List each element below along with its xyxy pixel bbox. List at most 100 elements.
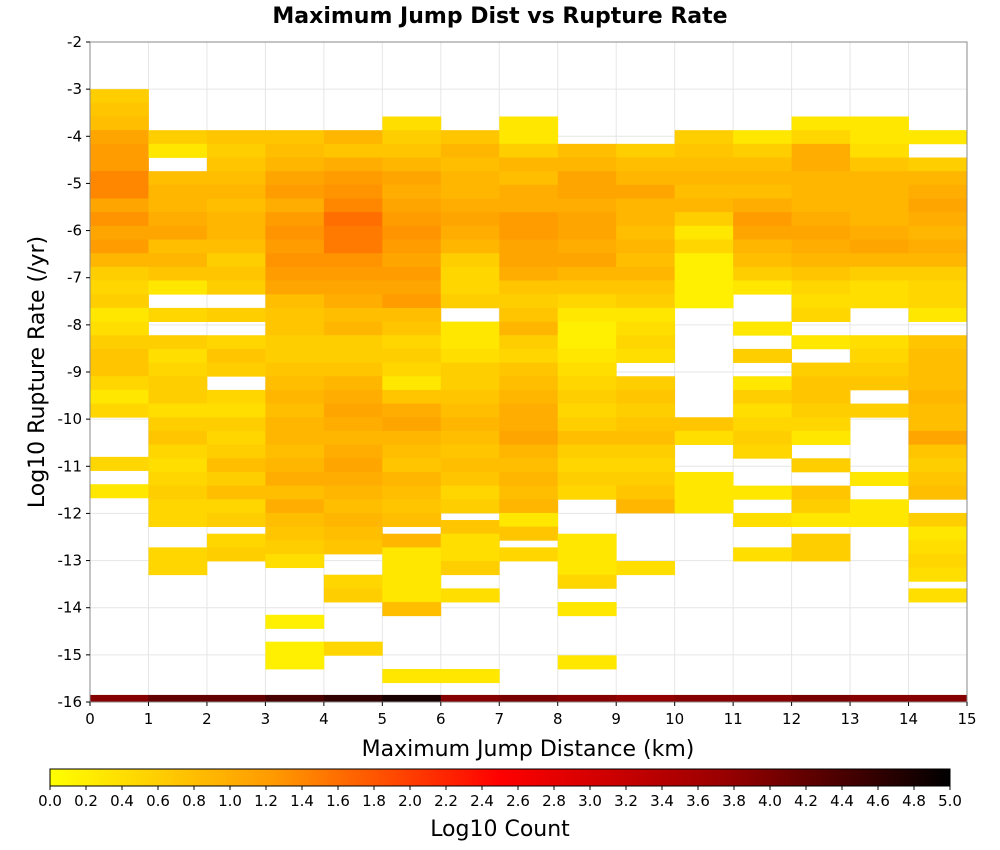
- heatmap-cell: [616, 212, 676, 227]
- bottom-band-cell: [908, 694, 968, 702]
- heatmap-cell: [791, 485, 851, 500]
- heatmap-cell: [557, 561, 617, 576]
- heatmap-cell: [791, 294, 851, 309]
- heatmap-cell: [850, 130, 909, 145]
- heatmap-cell: [206, 307, 266, 322]
- heatmap-cell: [323, 294, 383, 309]
- heatmap-cell: [616, 403, 676, 418]
- heatmap-cell: [908, 348, 968, 363]
- heatmap-cell: [440, 458, 500, 473]
- heatmap-cell: [557, 362, 617, 377]
- heatmap-cell: [850, 471, 909, 487]
- heatmap-cell: [557, 403, 617, 418]
- heatmap-cell: [908, 225, 968, 240]
- heatmap-cell: [382, 294, 442, 309]
- heatmap-cell: [557, 225, 617, 240]
- heatmap-cell: [323, 526, 383, 541]
- colorbar-tick-label: 2.0: [398, 792, 422, 810]
- heatmap-cell: [499, 547, 559, 562]
- heatmap-cell: [850, 403, 909, 418]
- y-axis-label: Log10 Rupture Rate (/yr): [25, 236, 50, 508]
- heatmap-cell: [265, 499, 325, 514]
- colorbar-tick-label: 4.8: [902, 792, 926, 810]
- heatmap-cell: [382, 430, 442, 445]
- heatmap-cell: [850, 266, 909, 281]
- heatmap-cell: [382, 348, 442, 363]
- y-tick-label: -11: [58, 457, 83, 475]
- heatmap-cell: [265, 655, 325, 670]
- heatmap-cell: [616, 143, 676, 158]
- heatmap-cell: [908, 553, 968, 569]
- heatmap-cell: [206, 280, 266, 295]
- heatmap-cell: [440, 335, 500, 350]
- heatmap-cell: [557, 266, 617, 281]
- heatmap-cell: [323, 157, 383, 172]
- heatmap-cell: [791, 212, 851, 227]
- y-tick-label: -15: [58, 646, 83, 664]
- heatmap-cell: [850, 184, 909, 199]
- heatmap-cell: [323, 499, 383, 514]
- heatmap-cell: [499, 253, 559, 268]
- heatmap-cell: [206, 512, 266, 528]
- heatmap-cell: [148, 376, 208, 391]
- x-tick-label: 0: [85, 710, 95, 728]
- heatmap-cell: [440, 143, 500, 158]
- heatmap-cell: [499, 212, 559, 227]
- heatmap-cell: [440, 253, 500, 268]
- heatmap-cell: [440, 547, 500, 562]
- heatmap-cell: [499, 225, 559, 240]
- bottom-band-cell: [265, 694, 325, 702]
- heatmap-cell: [440, 184, 500, 199]
- heatmap-cell: [791, 116, 851, 131]
- heatmap-cell: [265, 348, 325, 363]
- heatmap-cell: [557, 294, 617, 309]
- heatmap-cell: [616, 458, 676, 473]
- heatmap-cell: [90, 253, 149, 268]
- heatmap-cell: [791, 184, 851, 199]
- heatmap-cell: [148, 335, 208, 350]
- heatmap-cell: [206, 143, 266, 158]
- heatmap-cell: [616, 294, 676, 309]
- heatmap-cell: [90, 130, 149, 145]
- heatmap-cell: [382, 417, 442, 432]
- heatmap-cell: [382, 212, 442, 227]
- heatmap-cell: [382, 362, 442, 377]
- x-tick-label: 14: [899, 710, 918, 728]
- heatmap-cell: [733, 485, 792, 500]
- heatmap-cell: [674, 294, 734, 309]
- heatmap-cell: [733, 321, 792, 336]
- heatmap-cell: [206, 266, 266, 281]
- heatmap-cell: [499, 294, 559, 309]
- heatmap-cell: [791, 403, 851, 418]
- heatmap-cell: [90, 403, 149, 418]
- heatmap-cell: [850, 171, 909, 186]
- heatmap-cell: [206, 485, 266, 500]
- heatmap-cell: [733, 512, 792, 528]
- y-tick-label: -4: [67, 127, 82, 145]
- heatmap-cell: [440, 520, 500, 535]
- heatmap-cell: [733, 417, 792, 432]
- heatmap-cell: [148, 184, 208, 199]
- heatmap-cell: [557, 348, 617, 363]
- heatmap-cell: [908, 294, 968, 309]
- x-tick-label: 13: [841, 710, 860, 728]
- heatmap-cells: [90, 89, 968, 684]
- heatmap-cell: [265, 471, 325, 487]
- heatmap-cell: [557, 171, 617, 186]
- heatmap-cell: [908, 567, 968, 582]
- heatmap-cell: [499, 403, 559, 418]
- colorbar-tick-label: 4.6: [866, 792, 890, 810]
- x-tick-label: 8: [553, 710, 563, 728]
- heatmap-cell: [908, 130, 968, 145]
- heatmap-cell: [148, 471, 208, 487]
- heatmap-cell: [440, 561, 500, 576]
- heatmap-cell: [265, 614, 325, 629]
- heatmap-cell: [206, 171, 266, 186]
- heatmap-cell: [382, 499, 442, 514]
- heatmap-cell: [382, 157, 442, 172]
- heatmap-cell: [733, 266, 792, 281]
- heatmap-cell: [499, 307, 559, 322]
- heatmap-cell: [908, 266, 968, 281]
- heatmap-cell: [908, 198, 968, 213]
- colorbar-tick-label: 3.4: [650, 792, 674, 810]
